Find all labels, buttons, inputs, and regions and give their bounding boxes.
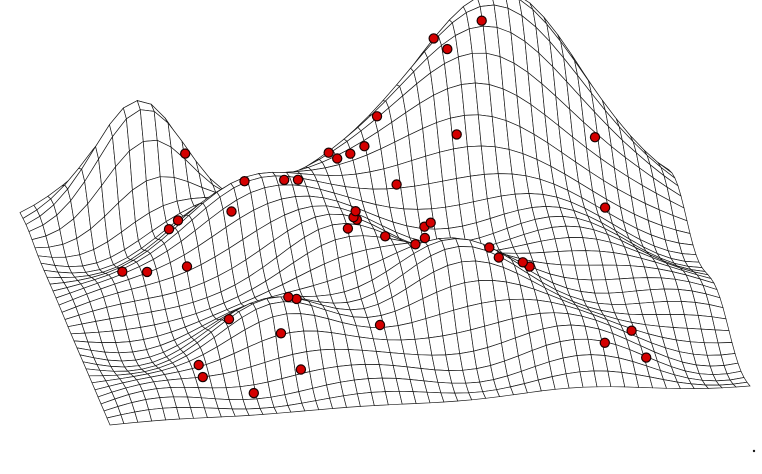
- sample-point: [380, 231, 391, 242]
- sample-point: [599, 202, 611, 213]
- sample-point: [172, 215, 184, 226]
- surface-mesh: [19, 0, 751, 426]
- sample-point: [179, 148, 191, 159]
- sample-point: [451, 129, 462, 140]
- sample-point: [117, 266, 128, 277]
- sample-point: [391, 179, 402, 190]
- sample-point: [626, 325, 637, 336]
- sample-point: [248, 387, 259, 399]
- sample-point: [350, 205, 361, 217]
- sample-point: [291, 293, 302, 305]
- sample-point: [517, 257, 529, 268]
- sample-point: [239, 175, 250, 187]
- mesh-cell: [714, 329, 733, 344]
- mesh-cell: [711, 316, 730, 332]
- sample-point: [641, 352, 652, 363]
- sample-points: [117, 15, 652, 399]
- mesh-cell: [717, 342, 736, 356]
- sample-point: [371, 111, 383, 122]
- sample-point: [428, 33, 439, 44]
- sample-point: [141, 266, 153, 278]
- sample-point: [163, 223, 175, 235]
- sample-point: [193, 359, 204, 371]
- sample-point: [493, 252, 504, 263]
- sample-point: [419, 232, 431, 244]
- sample-point: [332, 153, 343, 164]
- stray-dot: [752, 449, 756, 453]
- sample-point: [283, 291, 294, 303]
- mesh-cell: [732, 381, 751, 388]
- sample-point: [279, 174, 290, 186]
- sample-point: [295, 364, 307, 375]
- mesh-cell: [678, 242, 697, 256]
- mesh-cell: [681, 253, 700, 263]
- sample-point: [484, 242, 495, 253]
- sample-point: [345, 148, 356, 159]
- sample-point: [223, 314, 235, 325]
- sample-point: [374, 319, 386, 331]
- sample-point: [226, 206, 237, 217]
- sample-point: [589, 131, 601, 143]
- sample-point: [275, 328, 287, 339]
- sample-point: [181, 261, 193, 272]
- sample-point: [323, 147, 334, 158]
- sample-point: [599, 337, 611, 348]
- sample-point: [442, 43, 453, 55]
- sample-point: [342, 223, 354, 234]
- sample-point: [476, 15, 487, 26]
- sample-point: [197, 371, 208, 383]
- sample-point: [425, 217, 436, 228]
- sample-point: [292, 174, 304, 185]
- sample-point: [359, 140, 370, 152]
- sample-point: [410, 239, 421, 250]
